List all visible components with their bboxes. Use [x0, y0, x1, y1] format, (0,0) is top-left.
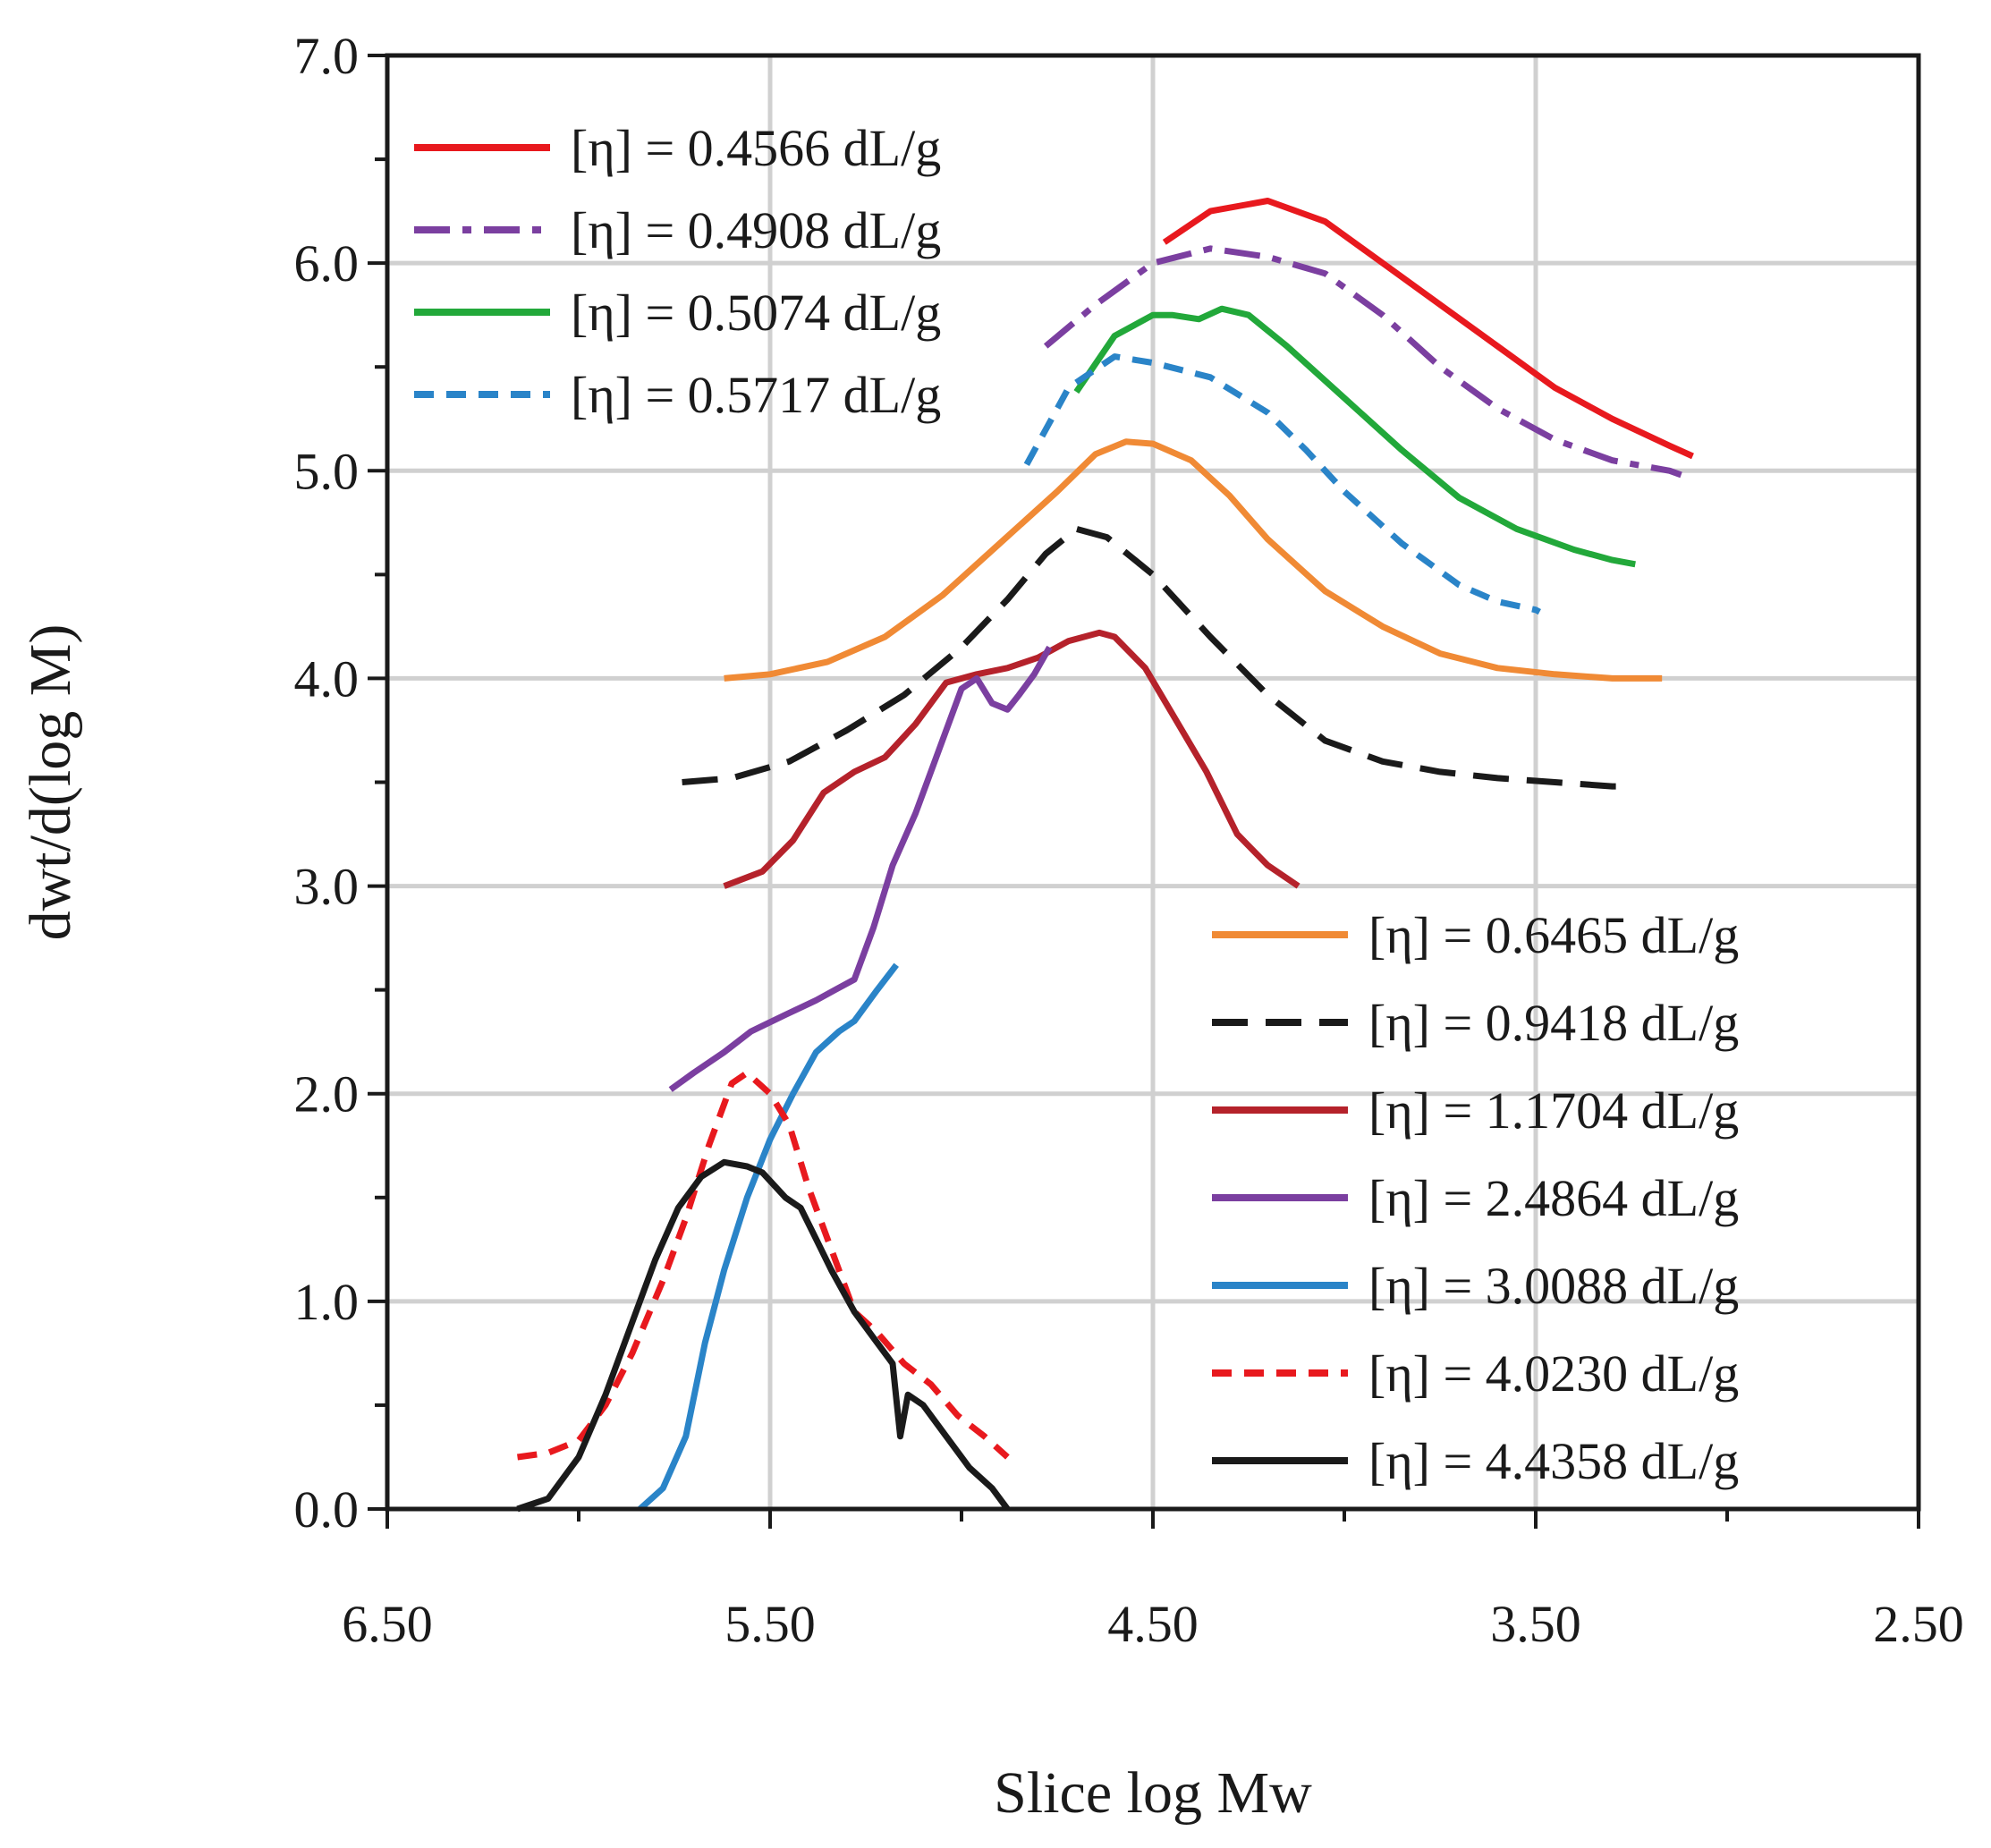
legend-label: [η] = 0.5717 dL/g [571, 366, 941, 424]
y-tick-label: 4.0 [294, 649, 360, 708]
x-tick-label: 3.50 [1490, 1595, 1581, 1653]
legend-label: [η] = 0.9418 dL/g [1368, 994, 1739, 1052]
legend-label: [η] = 0.5074 dL/g [571, 284, 941, 342]
series-line-1 [1162, 198, 1694, 460]
y-tick-label: 6.0 [294, 234, 360, 292]
legend-label: [η] = 4.0230 dL/g [1368, 1344, 1739, 1403]
x-tick-label: 4.50 [1107, 1595, 1199, 1653]
x-tick-label: 5.50 [724, 1595, 816, 1653]
x-tick-label: 6.50 [342, 1595, 433, 1653]
legend-bottom-right: [η] = 0.6465 dL/g [η] = 0.9418 dL/g [η] = … [1212, 906, 1739, 1490]
series-line-3 [1073, 305, 1636, 568]
x-axis-title: Slice log Mw [994, 1760, 1312, 1826]
axis-ticks: 0.0 1.0 2.0 3.0 4.0 5.0 6.0 7.0 6.50 5.50 4.50 3.50… [294, 27, 1964, 1653]
legend-label: [η] = 1.1704 dL/g [1368, 1081, 1739, 1140]
series-line-2 [1043, 245, 1682, 479]
legend-label: [η] = 4.4358 dL/g [1368, 1432, 1739, 1490]
legend-top-left: [η] = 0.4566 dL/g [η] = 0.4908 dL/g [η] = … [414, 119, 941, 424]
series-line-6 [682, 525, 1624, 790]
legend-label: [η] = 2.4864 dL/g [1368, 1169, 1739, 1227]
series-line-7 [723, 629, 1301, 889]
series-lines [516, 198, 1694, 1513]
series-line-5 [724, 438, 1663, 682]
series-line-11 [516, 1158, 1011, 1513]
series-line-9 [638, 962, 899, 1512]
y-tick-label: 7.0 [294, 27, 360, 85]
series-line-4 [1023, 353, 1541, 615]
y-tick-label: 1.0 [294, 1273, 360, 1331]
series-line-8 [668, 645, 1053, 1092]
series-line-10 [517, 1070, 1010, 1461]
legend-label: [η] = 0.6465 dL/g [1368, 906, 1739, 964]
legend-label: [η] = 3.0088 dL/g [1368, 1257, 1739, 1315]
y-axis-title: dwt/d(log M) [18, 624, 83, 941]
y-tick-label: 0.0 [294, 1480, 360, 1539]
x-tick-label: 2.50 [1873, 1595, 1964, 1653]
y-tick-label: 5.0 [294, 442, 360, 500]
legends: [η] = 0.4566 dL/g [η] = 0.4908 dL/g [η] = … [414, 119, 1739, 1490]
legend-label: [η] = 0.4908 dL/g [571, 201, 941, 259]
legend-label: [η] = 0.4566 dL/g [571, 119, 941, 177]
y-tick-label: 2.0 [294, 1065, 360, 1123]
y-tick-label: 3.0 [294, 858, 360, 916]
